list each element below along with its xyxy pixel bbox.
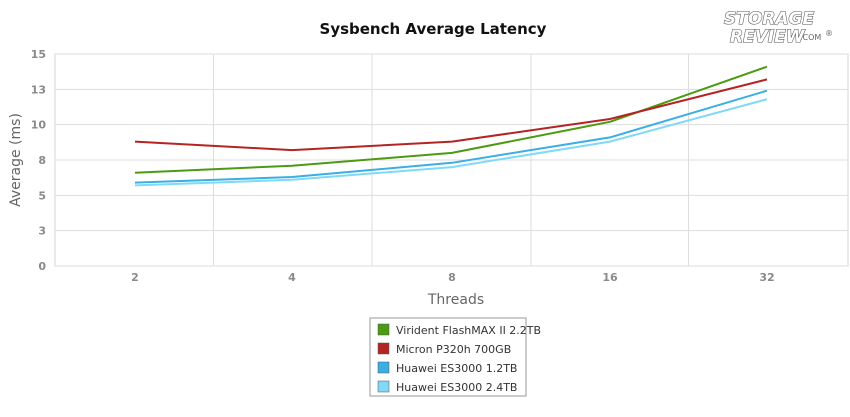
x-tick-label: 2 bbox=[131, 271, 139, 284]
legend-label: Virident FlashMAX II 2.2TB bbox=[396, 324, 541, 337]
legend-swatch bbox=[377, 380, 390, 393]
grid bbox=[55, 53, 848, 267]
y-tick-label: 3 bbox=[38, 225, 46, 238]
y-tick-label: 10 bbox=[31, 119, 47, 132]
x-axis-title: Threads bbox=[427, 292, 484, 308]
series-lines bbox=[134, 65, 768, 187]
legend-box bbox=[369, 317, 527, 397]
legend-label: Micron P320h 700GB bbox=[396, 343, 511, 356]
y-tick-label: 13 bbox=[31, 83, 46, 96]
logo-registered-mark: ® bbox=[825, 29, 833, 38]
x-tick-label: 32 bbox=[759, 271, 774, 284]
y-tick-label: 15 bbox=[31, 48, 46, 61]
storagereview-logo: STORAGE REVIEW .COM ® bbox=[723, 8, 833, 47]
logo-suffix: .COM bbox=[800, 33, 821, 42]
y-tick-label: 5 bbox=[38, 189, 46, 202]
logo-line-2: REVIEW bbox=[730, 27, 806, 47]
series-line-micron-p320h-700gb bbox=[134, 78, 768, 152]
legend-swatch bbox=[377, 361, 390, 374]
series-line-virident-flashmax-ii-2-2tb bbox=[134, 65, 768, 174]
legend: Virident FlashMAX II 2.2TB Micron P320h 7… bbox=[369, 317, 541, 397]
legend-label: Huawei ES3000 1.2TB bbox=[396, 362, 517, 375]
series-line-huawei-es3000-2-4tb bbox=[134, 98, 768, 187]
x-tick-label: 8 bbox=[448, 271, 456, 284]
x-tick-label: 4 bbox=[288, 271, 296, 284]
legend-swatch bbox=[377, 342, 390, 355]
y-axis-title: Average (ms) bbox=[8, 113, 24, 207]
legend-label: Huawei ES3000 2.4TB bbox=[396, 381, 517, 394]
x-tick-label: 16 bbox=[602, 271, 618, 284]
y-tick-label: 8 bbox=[38, 154, 46, 167]
y-tick-label: 0 bbox=[38, 260, 46, 273]
chart-title: Sysbench Average Latency bbox=[320, 20, 547, 38]
x-axis: 2 4 8 16 32 bbox=[131, 271, 774, 284]
legend-swatch bbox=[377, 323, 390, 336]
logo-line-1: STORAGE bbox=[724, 9, 814, 29]
y-axis: 0 3 5 8 10 13 15 bbox=[31, 48, 47, 273]
series-line-huawei-es3000-1-2tb bbox=[134, 89, 768, 184]
